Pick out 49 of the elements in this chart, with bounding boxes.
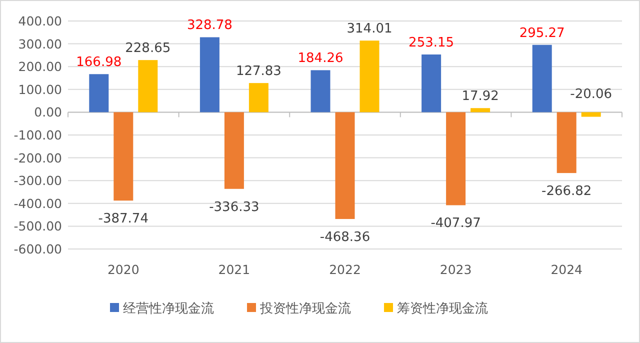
bar [532,44,552,112]
data-label: -407.97 [430,216,481,232]
legend-label: 投资性净现金流 [259,300,351,316]
x-tick-label: 2021 [218,262,250,277]
legend-label: 筹资性净现金流 [397,300,488,316]
x-tick-label: 2022 [329,262,361,277]
x-tick-label: 2024 [550,262,583,277]
bar [360,40,380,112]
legend-label: 经营性净现金流 [123,300,214,316]
bar [422,54,442,112]
y-tick-label: -100.00 [14,128,62,142]
data-label: -266.82 [542,184,592,200]
bar [310,70,330,112]
bar [114,112,134,201]
y-tick-label: -500.00 [14,218,62,234]
data-label: 184.26 [298,51,344,66]
bar [335,112,355,219]
data-label: 253.15 [408,35,454,50]
y-tick-label: 400.00 [18,14,62,28]
data-label: 166.98 [76,55,122,70]
data-label: 17.92 [462,89,499,104]
data-label: 328.78 [186,18,232,34]
data-label: 127.83 [236,64,282,80]
data-label: -387.74 [98,212,148,227]
y-tick-label: 200.00 [18,59,62,74]
y-tick-label: 300.00 [18,36,62,52]
bar [89,74,109,112]
bar [200,37,220,112]
y-tick-label: -200.00 [14,150,62,166]
x-tick-label: 2020 [107,262,140,277]
bar [224,112,244,189]
y-tick-label: -400.00 [14,196,62,211]
bar [248,83,268,112]
bar [470,108,490,112]
data-label: 314.01 [346,22,392,37]
data-label: 295.27 [519,26,565,41]
x-tick-label: 2023 [440,262,472,277]
data-label: -336.33 [209,200,260,215]
data-label: -20.06 [570,87,612,102]
y-tick-label: -600.00 [14,242,62,256]
y-tick-label: 100.00 [18,82,62,97]
data-label: -468.36 [320,230,370,245]
bar [556,112,576,174]
y-tick-label: -300.00 [14,173,62,188]
bar [446,112,466,206]
bar [138,60,158,112]
y-tick-label: 0.00 [34,104,62,120]
bar [581,112,601,117]
data-label: 228.65 [125,41,171,56]
